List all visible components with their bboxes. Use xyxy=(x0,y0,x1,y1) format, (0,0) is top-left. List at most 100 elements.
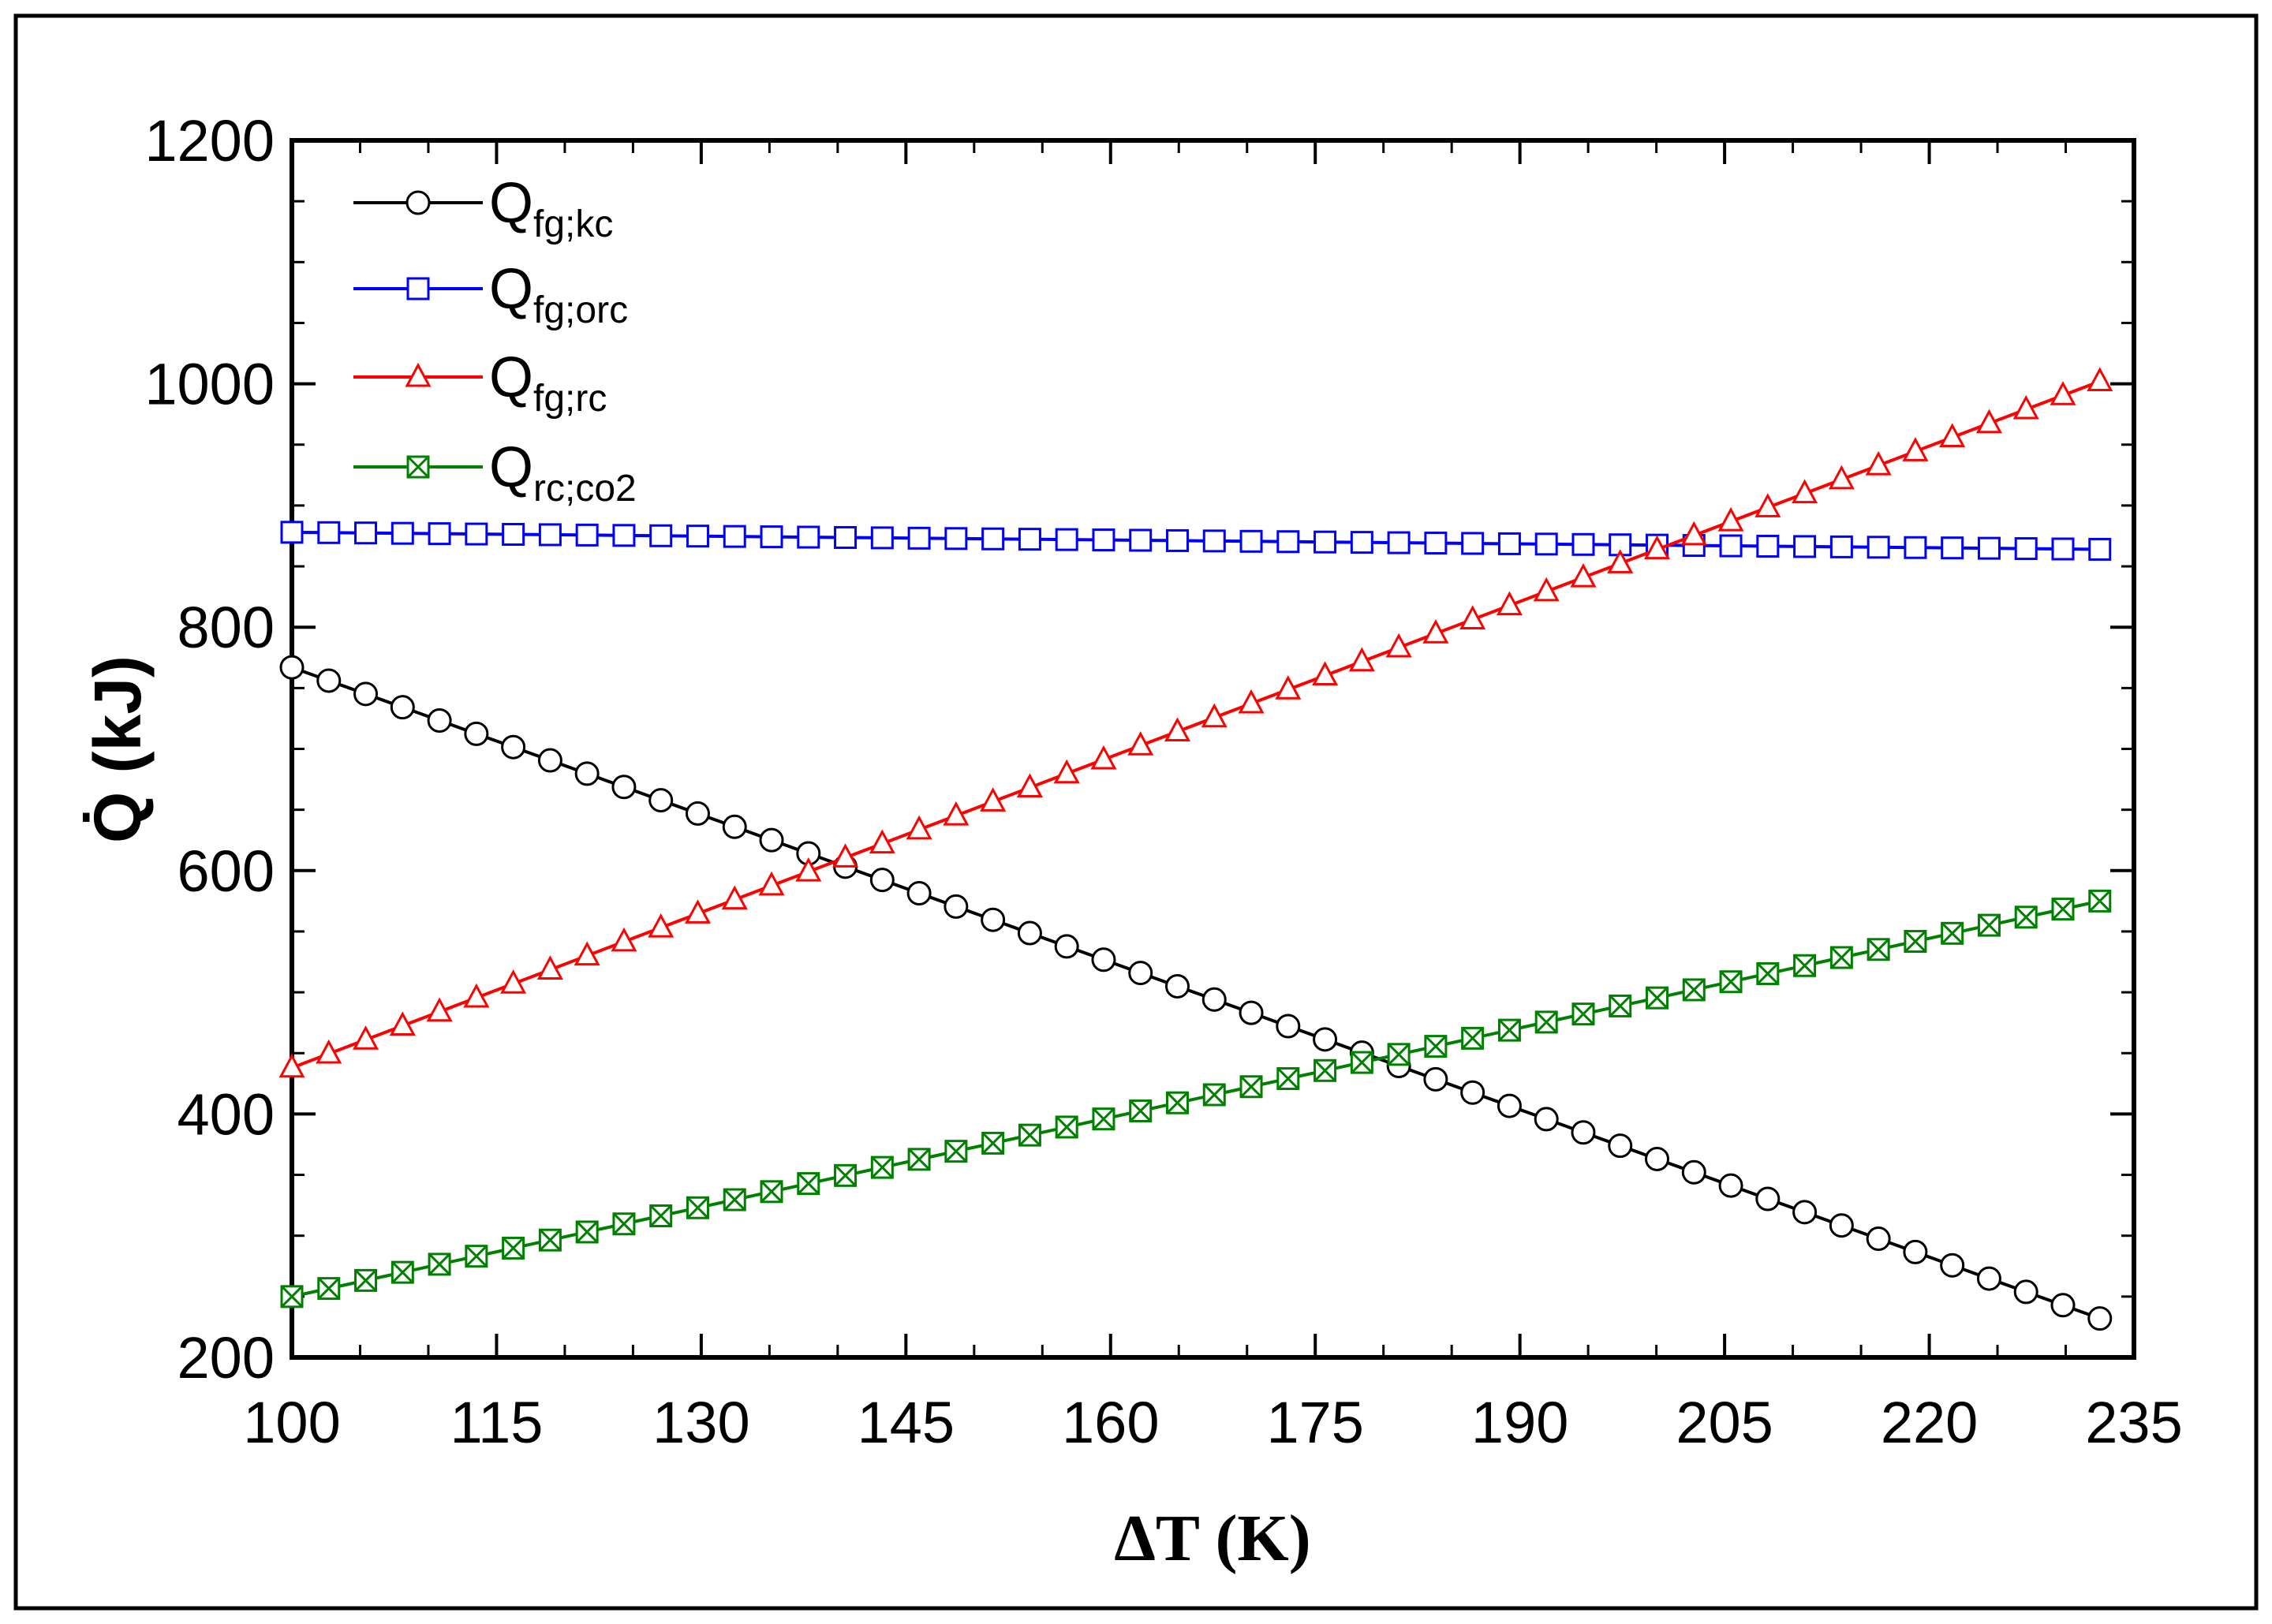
data-point xyxy=(1941,536,1964,560)
y-tick-label: 1000 xyxy=(144,352,275,417)
data-point xyxy=(464,721,489,746)
y-axis-ticks: 200 400 600 800 1000 1200 xyxy=(144,108,2134,1391)
data-point xyxy=(795,857,822,882)
data-point xyxy=(426,997,453,1022)
data-point xyxy=(1682,978,1706,1002)
data-point xyxy=(1940,1253,1965,1278)
data-point-cross xyxy=(1461,1027,1484,1050)
data-point xyxy=(1793,535,1817,558)
legend-label: Qfg;kc xyxy=(489,172,613,245)
legend-label: Qfg;orc xyxy=(489,258,628,331)
data-point xyxy=(1164,973,1190,999)
legend-item: Qrc;co2 xyxy=(353,436,637,510)
series-fg-orc xyxy=(280,521,2112,561)
data-point-cross xyxy=(406,455,430,479)
data-point-cross xyxy=(686,1197,709,1219)
series-line xyxy=(291,666,2101,1320)
data-point xyxy=(1534,1010,1558,1034)
data-point-cross xyxy=(1129,1099,1152,1122)
data-point-cross xyxy=(465,1245,488,1267)
data-point xyxy=(1608,1133,1633,1159)
data-point xyxy=(1793,954,1817,977)
data-point xyxy=(1055,528,1078,551)
x-axis-ticks: 100 115 130 145 160 175 190 205 220 235 xyxy=(243,140,2183,1455)
data-point xyxy=(834,1163,858,1187)
x-tick-label: 115 xyxy=(450,1390,543,1455)
data-point xyxy=(2051,898,2075,921)
data-point xyxy=(1314,1058,1337,1082)
data-point xyxy=(723,525,746,548)
data-point xyxy=(1571,532,1595,556)
data-point-cross xyxy=(1571,1002,1595,1025)
data-point xyxy=(1312,661,1339,685)
data-point-cross xyxy=(1978,914,2001,937)
data-point xyxy=(685,801,710,826)
data-point-cross xyxy=(1388,1043,1411,1066)
data-point-cross xyxy=(908,1148,931,1170)
data-point xyxy=(759,827,784,853)
data-point xyxy=(1534,532,1558,556)
data-point-cross xyxy=(1166,1092,1189,1114)
data-point xyxy=(1092,528,1115,552)
data-point xyxy=(612,1212,636,1236)
data-point xyxy=(1314,530,1337,554)
data-point xyxy=(538,1228,562,1252)
data-point xyxy=(1976,1266,2001,1291)
data-point xyxy=(1756,534,1780,558)
data-point xyxy=(280,521,304,544)
legend-label-subscript: rc;co2 xyxy=(533,468,637,510)
data-point xyxy=(1717,506,1744,532)
data-point xyxy=(1646,986,1669,1010)
data-point-cross xyxy=(1535,1010,1558,1033)
data-point-cross xyxy=(1018,1124,1041,1147)
data-point-cross xyxy=(391,1261,414,1284)
data-point xyxy=(834,525,858,549)
data-point xyxy=(1424,532,1448,555)
data-point-cross xyxy=(871,1156,894,1179)
data-point xyxy=(1129,528,1153,552)
data-point-cross xyxy=(502,1237,525,1260)
data-point xyxy=(1201,703,1228,728)
data-point xyxy=(405,190,431,215)
data-point xyxy=(2051,537,2075,561)
data-point xyxy=(1755,1186,1781,1211)
data-point xyxy=(1680,521,1707,546)
data-point xyxy=(1387,531,1411,554)
data-point xyxy=(1054,934,1079,959)
data-point-cross xyxy=(2015,905,2038,928)
data-point xyxy=(1459,605,1486,629)
data-point xyxy=(1238,689,1265,714)
data-point xyxy=(870,1155,894,1179)
data-point-cross xyxy=(797,1172,820,1195)
data-point xyxy=(1941,921,1964,945)
data-point xyxy=(1202,1083,1226,1107)
data-point xyxy=(980,787,1007,812)
data-point xyxy=(1350,1051,1373,1074)
data-point xyxy=(1165,528,1189,552)
y-axis-title: Q̇ (kJ) xyxy=(80,655,155,843)
data-point xyxy=(2014,537,2038,561)
data-point xyxy=(1165,1091,1189,1114)
data-point xyxy=(721,885,748,910)
data-point xyxy=(1275,675,1302,700)
data-point xyxy=(1164,717,1191,742)
data-point xyxy=(758,871,785,896)
legend-label: Qfg;rc xyxy=(489,346,607,420)
data-point xyxy=(1090,745,1117,770)
data-point xyxy=(722,814,747,839)
x-tick-label: 235 xyxy=(2085,1390,2182,1455)
data-point xyxy=(1756,961,1780,985)
data-point xyxy=(612,524,636,547)
data-point xyxy=(1018,1123,1041,1147)
data-point xyxy=(428,1253,451,1276)
data-point xyxy=(1055,1115,1078,1139)
y-tick-label: 1200 xyxy=(144,108,275,174)
data-point xyxy=(1497,532,1521,555)
data-point xyxy=(1239,1000,1264,1025)
x-tick-label: 100 xyxy=(243,1390,340,1455)
data-point xyxy=(501,734,526,760)
data-point-cross xyxy=(1719,970,1743,993)
series-rc-co2 xyxy=(280,889,2112,1309)
data-point xyxy=(869,829,895,854)
data-point xyxy=(1202,529,1226,553)
